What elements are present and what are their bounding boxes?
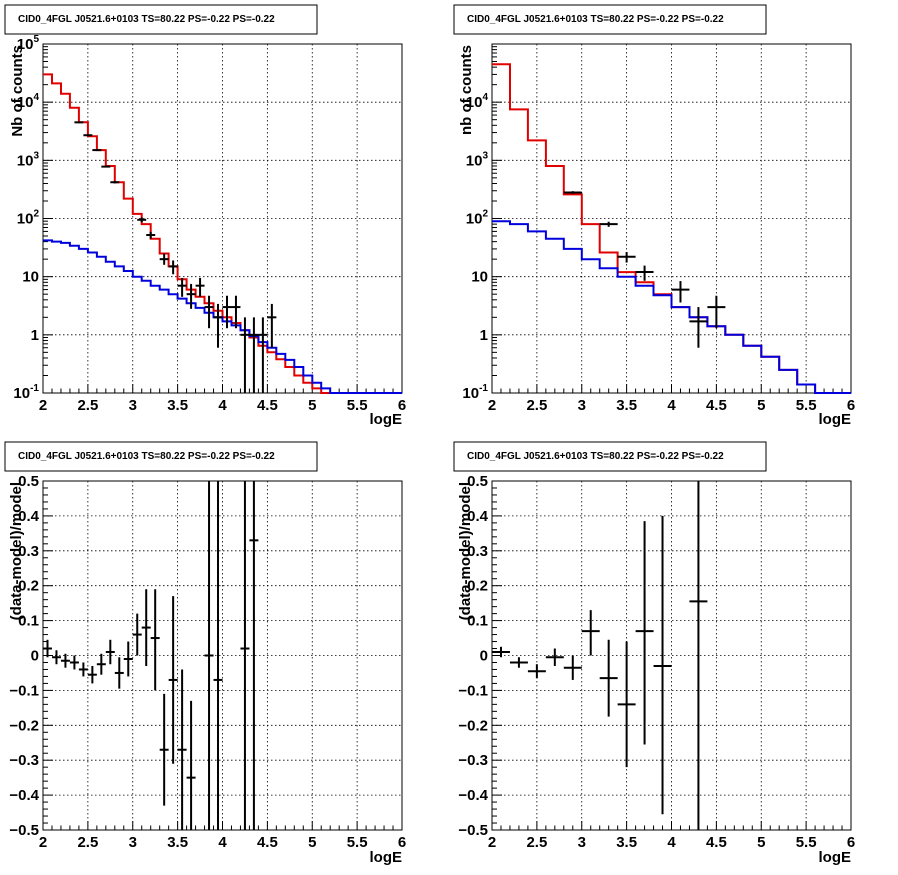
panel-title-box: [4, 4, 318, 35]
y-axis-title: (data-model)/model: [8, 482, 25, 620]
panel-title: CID0_4FGL J0521.6+0103 TS=80.22 PS=-0.22…: [467, 14, 724, 25]
x-tick-label: 5.5: [796, 834, 817, 851]
y-tick-label: 10: [22, 269, 39, 286]
y-tick-label: 10-1: [462, 383, 488, 402]
x-tick-label: 3.5: [167, 834, 188, 851]
y-tick-label: 0.3: [467, 543, 488, 560]
x-tick-label: 3.5: [616, 834, 637, 851]
x-tick-label: 4.5: [257, 834, 278, 851]
y-tick-label: −0.3: [458, 752, 488, 769]
x-axis-title: logE: [819, 411, 852, 428]
x-tick-label: 3.5: [167, 397, 188, 414]
y-tick-label: −0.4: [458, 787, 488, 804]
y-tick-label: 10: [471, 269, 488, 286]
counts-panel-left: CID0_4FGL J0521.6+0103 TS=80.22 PS=-0.22…: [4, 4, 406, 428]
x-tick-label: 2.5: [77, 397, 98, 414]
residual-panel-right: CID0_4FGL J0521.6+0103 TS=80.22 PS=-0.22…: [453, 441, 855, 866]
panel-title-box: [453, 4, 767, 35]
x-axis-title: logE: [819, 849, 852, 866]
y-tick-label: 105: [17, 34, 40, 53]
panel-title: CID0_4FGL J0521.6+0103 TS=80.22 PS=-0.22…: [18, 451, 275, 462]
y-tick-label: 104: [17, 92, 40, 111]
y-axis-title: nb of counts: [458, 45, 475, 135]
component-model-histogram: [43, 239, 402, 394]
x-tick-label: 2.5: [77, 834, 98, 851]
x-tick-label: 2: [39, 397, 47, 414]
y-tick-label: 10-1: [13, 383, 39, 402]
x-tick-label: 6: [398, 397, 406, 414]
x-tick-label: 2.5: [526, 397, 547, 414]
component-model-histogram: [492, 220, 851, 394]
counts-panel-right: CID0_4FGL J0521.6+0103 TS=80.22 PS=-0.22…: [453, 4, 855, 428]
x-tick-label: 2: [39, 834, 47, 851]
x-tick-label: 5.5: [347, 834, 368, 851]
y-tick-label: 102: [17, 209, 40, 228]
x-tick-label: 4: [218, 834, 227, 851]
x-tick-label: 4: [667, 397, 676, 414]
y-tick-label: 0.3: [18, 543, 39, 560]
x-tick-label: 5: [757, 834, 765, 851]
y-tick-label: 0.2: [467, 578, 488, 595]
y-tick-label: 0: [31, 648, 39, 665]
x-tick-label: 4: [667, 834, 676, 851]
y-tick-label: 102: [466, 209, 489, 228]
residual-panel-left: CID0_4FGL J0521.6+0103 TS=80.22 PS=-0.22…: [4, 441, 406, 866]
y-tick-label: −0.1: [458, 682, 488, 699]
x-axis-title: logE: [370, 849, 403, 866]
x-tick-label: 2.5: [526, 834, 547, 851]
y-tick-label: 103: [466, 150, 489, 169]
y-tick-label: −0.2: [9, 717, 39, 734]
x-tick-label: 5: [308, 834, 316, 851]
x-tick-label: 3: [129, 397, 137, 414]
x-tick-label: 4.5: [257, 397, 278, 414]
y-tick-label: 0.5: [467, 473, 488, 490]
x-tick-label: 3: [578, 397, 586, 414]
y-tick-label: 0.2: [18, 578, 39, 595]
y-tick-label: −0.2: [458, 717, 488, 734]
y-tick-label: 0.5: [18, 473, 39, 490]
x-tick-label: 5: [308, 397, 316, 414]
y-tick-label: 0.1: [467, 613, 488, 630]
y-tick-label: 104: [466, 92, 489, 111]
y-tick-label: −0.4: [9, 787, 39, 804]
y-tick-label: 1: [31, 327, 39, 344]
panel-title-box: [453, 441, 767, 472]
x-tick-label: 5.5: [347, 397, 368, 414]
y-tick-label: −0.5: [9, 822, 39, 839]
y-tick-label: 0.1: [18, 613, 39, 630]
y-tick-label: 0.4: [467, 508, 489, 525]
y-axis-title: (data-model)/model: [457, 482, 474, 620]
y-tick-label: 0.4: [18, 508, 40, 525]
x-axis-title: logE: [370, 411, 403, 428]
x-tick-label: 6: [398, 834, 406, 851]
y-tick-label: −0.1: [9, 682, 39, 699]
y-tick-label: 103: [17, 150, 40, 169]
panel-title: CID0_4FGL J0521.6+0103 TS=80.22 PS=-0.22…: [18, 14, 275, 25]
y-tick-label: 1: [480, 327, 488, 344]
y-tick-label: 0: [480, 648, 488, 665]
x-tick-label: 2: [488, 397, 496, 414]
y-axis-title: Nb of counts: [9, 45, 26, 137]
panel-title: CID0_4FGL J0521.6+0103 TS=80.22 PS=-0.22…: [467, 451, 724, 462]
y-tick-label: −0.3: [9, 752, 39, 769]
x-tick-label: 4.5: [706, 397, 727, 414]
x-tick-label: 3: [578, 834, 586, 851]
x-tick-label: 4: [218, 397, 227, 414]
x-tick-label: 5: [757, 397, 765, 414]
x-tick-label: 3.5: [616, 397, 637, 414]
x-tick-label: 2: [488, 834, 496, 851]
y-tick-label: −0.5: [458, 822, 488, 839]
x-tick-label: 4.5: [706, 834, 727, 851]
x-tick-label: 5.5: [796, 397, 817, 414]
x-tick-label: 6: [847, 834, 855, 851]
x-tick-label: 6: [847, 397, 855, 414]
x-tick-label: 3: [129, 834, 137, 851]
panel-title-box: [4, 441, 318, 472]
